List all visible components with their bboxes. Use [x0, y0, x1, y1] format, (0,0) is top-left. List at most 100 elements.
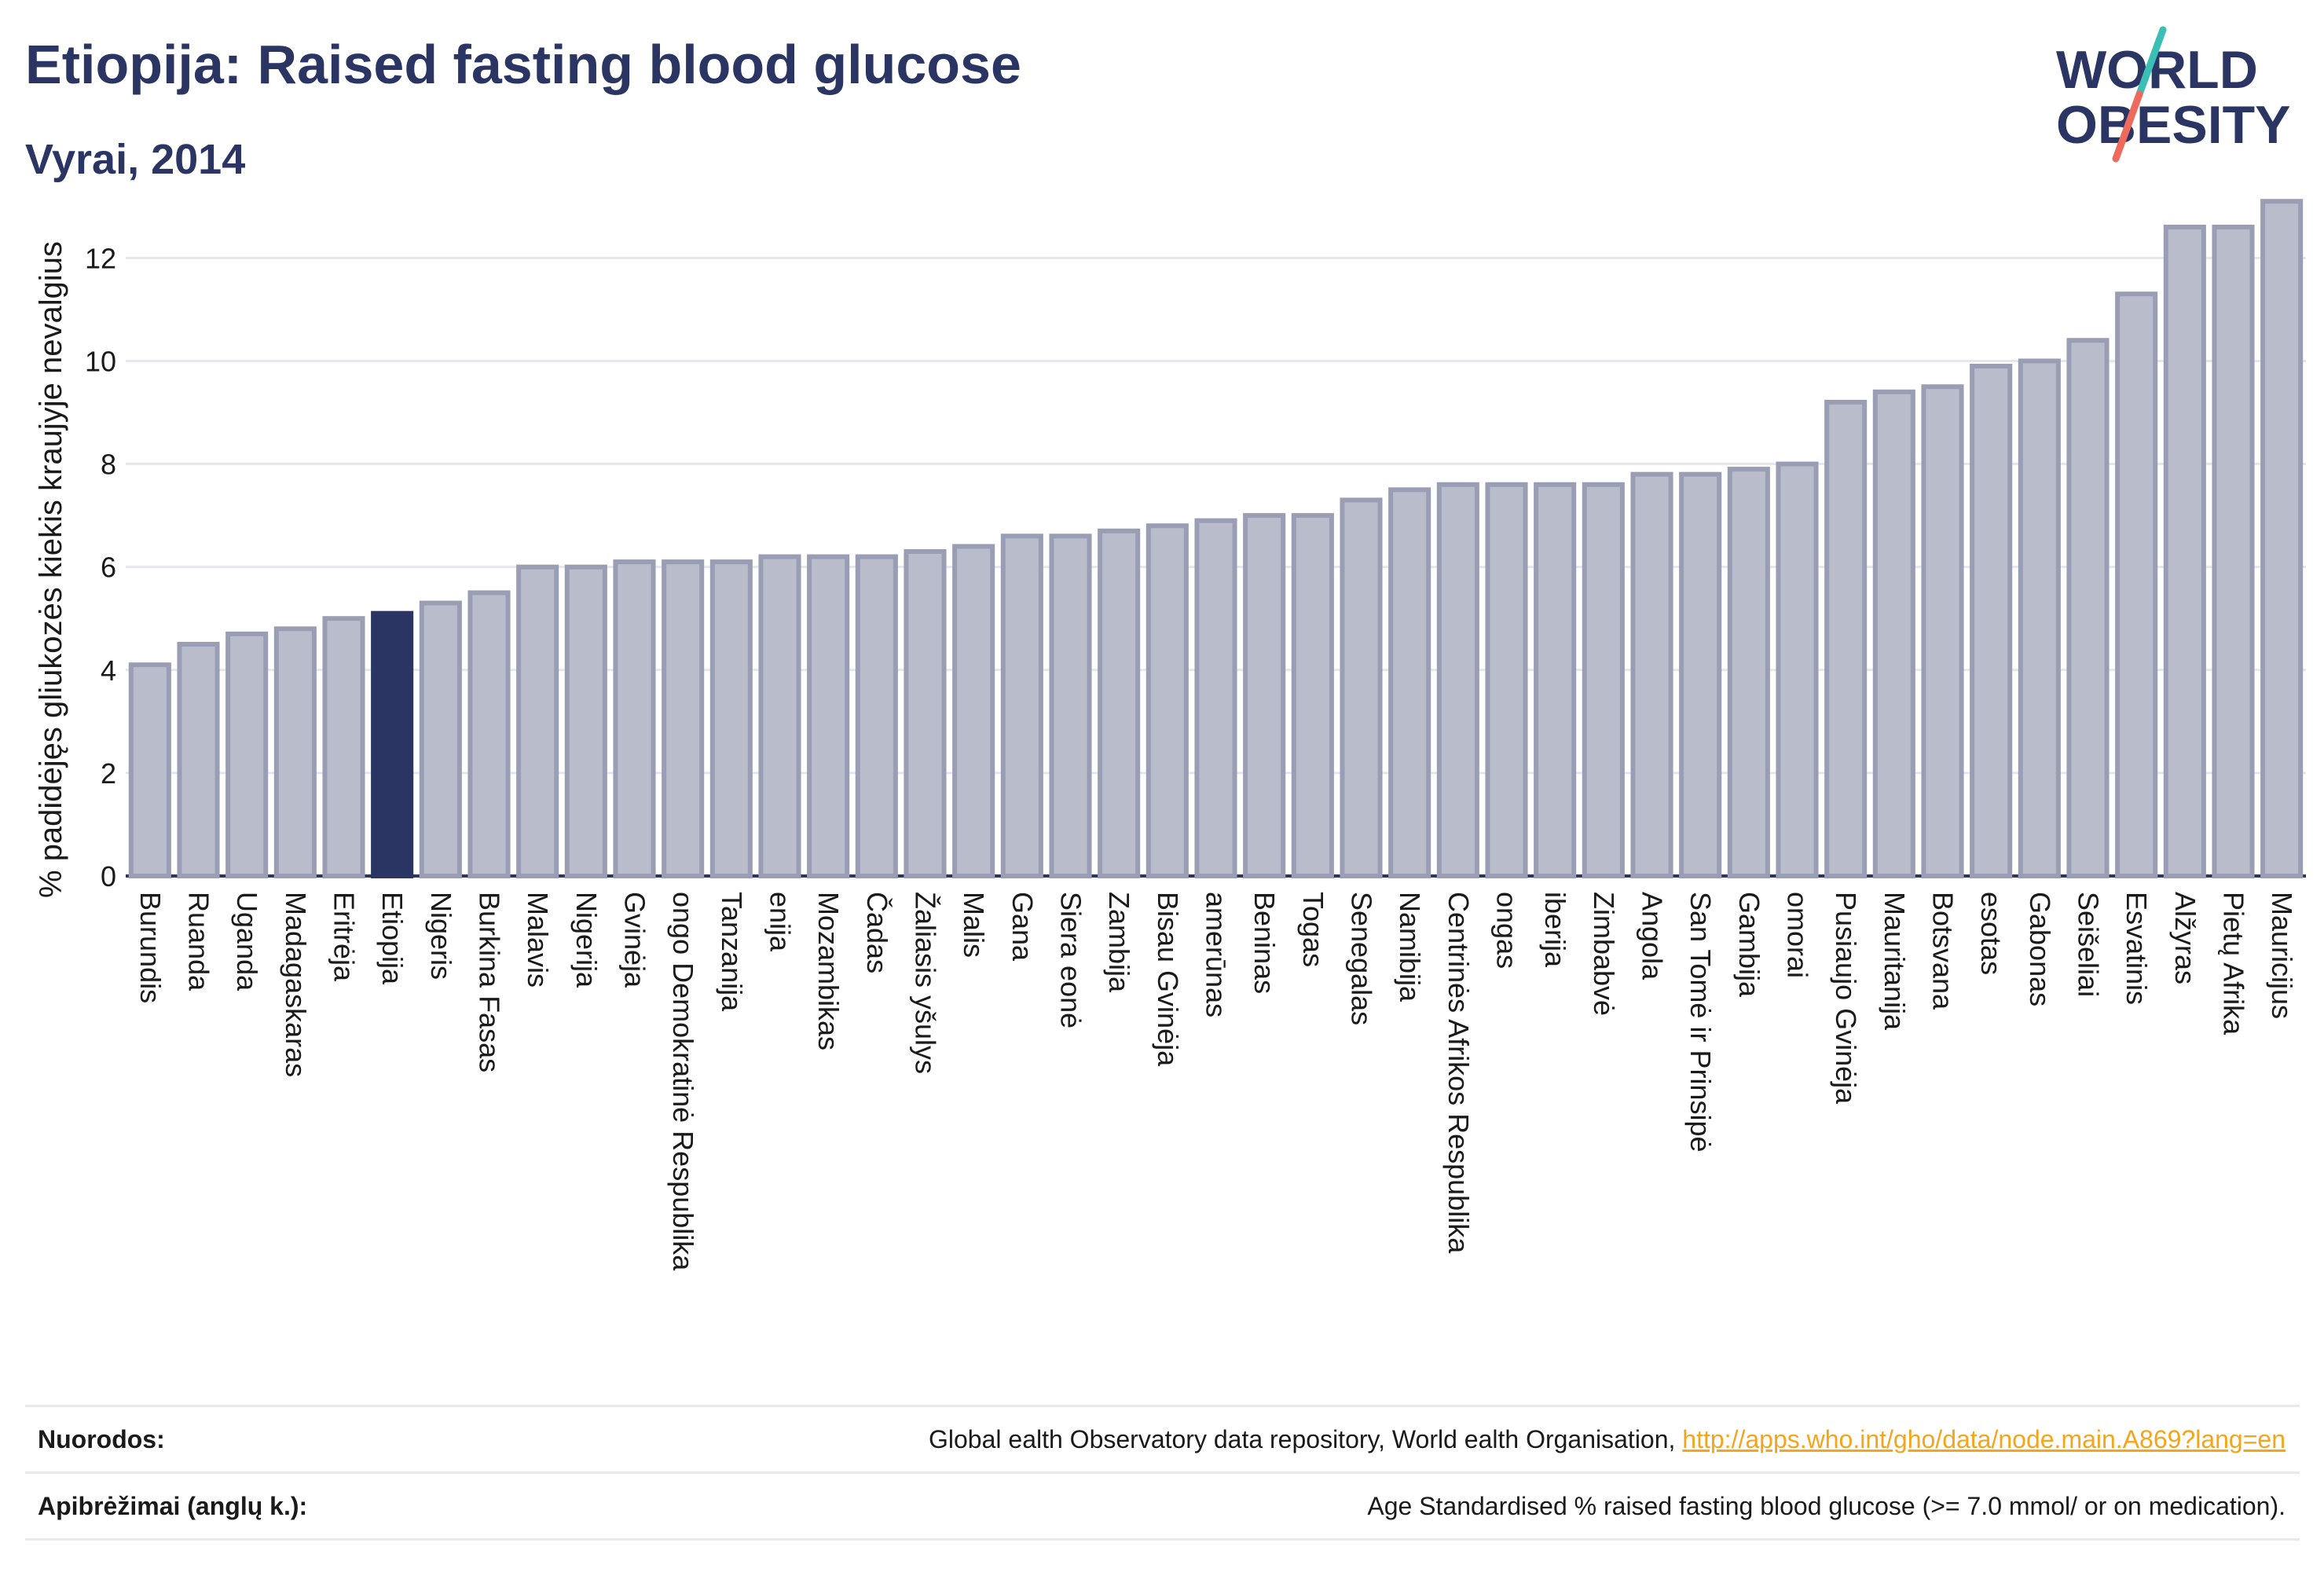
x-tick-label: Nigeris	[425, 892, 457, 980]
bar-32	[1630, 471, 1673, 879]
logo-slash-teal	[2135, 26, 2167, 98]
chart-title: Etiopija: Raised fasting blood glucose	[25, 34, 1021, 95]
y-tick-label: 10	[85, 345, 116, 377]
sources-link[interactable]: http://apps.who.int/gho/data/node.main.A…	[1682, 1424, 2286, 1453]
definitions-label: Apibrėžimai (anglų k.):	[38, 1491, 308, 1520]
y-tick-label: 4	[101, 654, 116, 687]
bar-chart: 0 2 4 6 8 10 12 Burundis Ruanda Uganda Madagaskar…	[34, 199, 2306, 1271]
bar-27	[1388, 487, 1431, 878]
bar-11	[613, 559, 656, 878]
x-tick-label: Esvatinis	[2121, 892, 2153, 1005]
x-tick-labels: Burundis Ruanda Uganda Madagaskaras Eritrėja…	[134, 892, 2298, 1271]
footer: Nuorodos: Global ealth Observatory data …	[25, 1405, 2300, 1541]
bar-43	[2163, 225, 2206, 878]
x-tick-label: Žaliasis yšulys	[910, 892, 942, 1074]
bar-18	[952, 544, 995, 878]
bar-12	[662, 559, 705, 878]
bar-10	[564, 564, 607, 879]
bar-6	[371, 610, 414, 879]
bar-45	[2260, 199, 2304, 878]
bar-2	[177, 642, 220, 878]
x-tick-label: ongas	[1491, 892, 1523, 969]
x-tick-label: Burkina Fasas	[474, 892, 506, 1072]
x-tick-label: Pietų Afrika	[2218, 892, 2250, 1035]
x-tick-label: Pusiaujo Gvinėja	[1830, 892, 1862, 1105]
bar-23	[1194, 518, 1237, 879]
bar-40	[2018, 358, 2061, 878]
bar-24	[1243, 513, 1286, 878]
bar-35	[1776, 461, 1819, 878]
x-tick-label: San Tomė ir Prinsipė	[1684, 892, 1717, 1153]
bar-34	[1727, 467, 1770, 878]
bar-16	[855, 554, 898, 878]
bar-33	[1679, 471, 1722, 879]
x-tick-label: Togas	[1297, 892, 1329, 967]
bar-41	[2066, 338, 2110, 878]
y-tick-label: 6	[101, 552, 116, 584]
x-tick-label: Siera eonė	[1055, 892, 1087, 1028]
bar-29	[1485, 482, 1528, 878]
x-tick-label: Botsvana	[1927, 892, 1959, 1010]
bar-22	[1146, 523, 1189, 878]
x-tick-label: Madagaskaras	[280, 892, 312, 1077]
x-tick-label: Seišeliai	[2073, 892, 2105, 997]
bar-19	[1000, 533, 1043, 878]
x-tick-label: enija	[764, 892, 797, 952]
x-tick-label: Malis	[958, 892, 990, 958]
x-tick-label: Tanzanija	[716, 892, 748, 1012]
world-obesity-logo: WORLD OBESITY	[2056, 26, 2291, 163]
x-tick-label: Uganda	[231, 892, 263, 991]
y-tick-labels: 0 2 4 6 8 10 12	[85, 242, 116, 892]
bar-4	[273, 626, 317, 878]
bar-36	[1824, 399, 1868, 878]
x-tick-label: ongo Demokratinė Respublika	[667, 892, 699, 1271]
bar-5	[322, 616, 365, 878]
bar-14	[758, 554, 801, 878]
sources-text-body: Global ealth Observatory data repository…	[929, 1424, 1683, 1453]
x-tick-label: Gvinėja	[619, 892, 651, 988]
x-tick-label: esotas	[1975, 892, 2007, 975]
x-tick-label: Burundis	[134, 892, 167, 1003]
x-tick-label: Etiopija	[376, 892, 409, 985]
x-tick-label: Centrinės Afrikos Respublika	[1442, 892, 1475, 1254]
sources-row: Nuorodos: Global ealth Observatory data …	[25, 1405, 2300, 1472]
x-tick-label: Bisau Gvinėja	[1152, 892, 1184, 1067]
bar-21	[1098, 528, 1141, 878]
logo-line2: OBESITY	[2056, 95, 2291, 155]
x-tick-label: Mauritanija	[1879, 892, 1911, 1031]
x-tick-label: Alžyras	[2169, 892, 2201, 984]
chart-subtitle: Vyrai, 2014	[25, 136, 246, 183]
bar-37	[1872, 389, 1915, 878]
bar-17	[904, 549, 947, 878]
bar-20	[1049, 533, 1092, 878]
bar-26	[1340, 497, 1383, 878]
logo-slash-coral	[2112, 90, 2143, 163]
bar-9	[516, 564, 559, 879]
x-tick-label: Ruanda	[183, 892, 215, 991]
y-tick-label: 2	[101, 757, 116, 790]
bar-28	[1436, 482, 1479, 878]
y-axis-label: % padidėjęs gliukozės kiekis kraujyje ne…	[34, 241, 68, 898]
x-tick-label: Čadas	[861, 892, 893, 973]
bar-15	[807, 554, 850, 878]
x-tick-label: Mozambikas	[812, 892, 845, 1050]
bar-7	[419, 600, 462, 878]
bar-30	[1534, 482, 1577, 878]
bar-42	[2115, 291, 2158, 878]
x-tick-label: omorai	[1782, 892, 1814, 978]
y-tick-label: 12	[85, 242, 116, 274]
x-tick-label: Senegalas	[1346, 892, 1378, 1025]
x-tick-label: Nigerija	[570, 892, 603, 988]
bar-25	[1291, 513, 1334, 878]
x-tick-label: Beninas	[1248, 892, 1281, 994]
y-tick-label: 0	[101, 860, 116, 892]
x-tick-label: Eritrėja	[328, 892, 361, 982]
bar-8	[467, 590, 511, 878]
bar-39	[1970, 364, 2013, 878]
x-tick-label: amerūnas	[1200, 892, 1233, 1017]
x-tick-label: Zambija	[1103, 892, 1135, 993]
bar-38	[1921, 384, 1964, 878]
definitions-text: Age Standardised % raised fasting blood …	[1367, 1491, 2286, 1520]
x-tick-label: Angola	[1637, 892, 1669, 980]
sources-label: Nuorodos:	[38, 1424, 165, 1453]
